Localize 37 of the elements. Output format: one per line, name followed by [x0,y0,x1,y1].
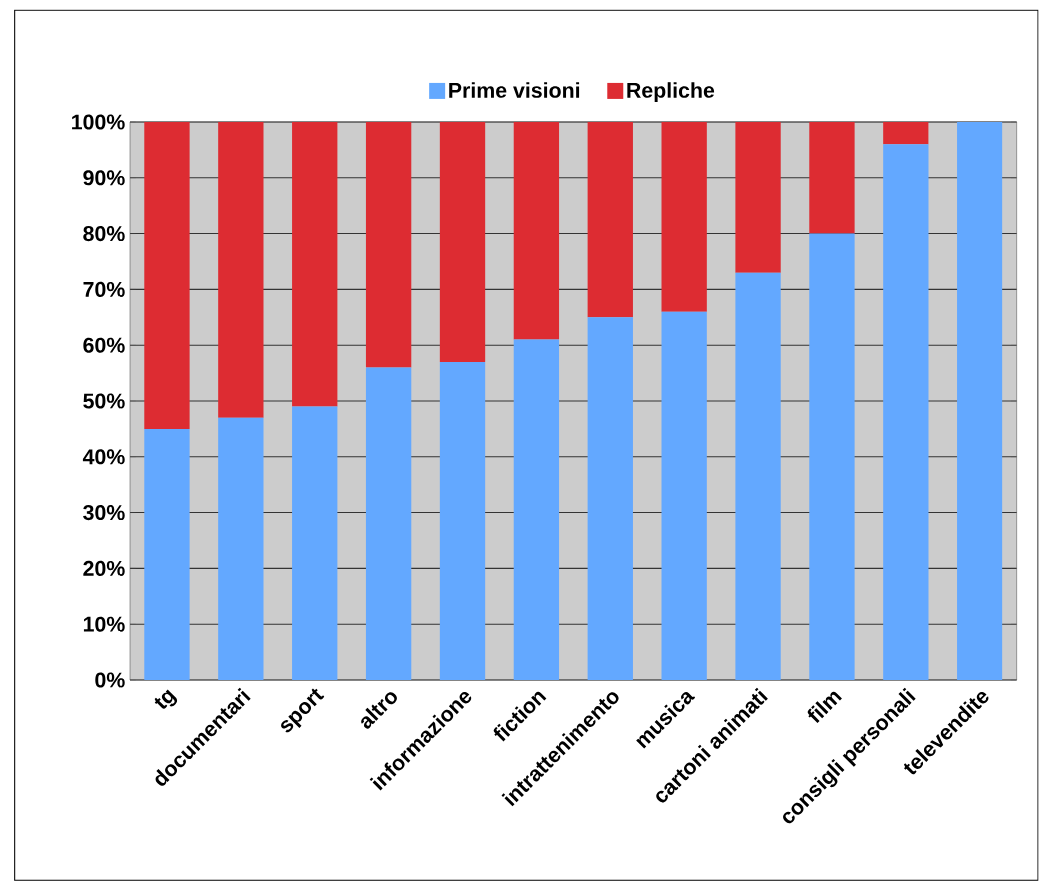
y-tick-label: 30% [83,505,125,521]
x-tick-label: film [807,691,842,723]
bar [587,317,633,680]
y-tick-label: 50% [83,393,125,409]
bar [439,361,486,680]
bar [809,233,855,680]
legend-label: Prime visioni [449,82,580,98]
y-tick-label: 10% [83,616,125,632]
y-tick-label: 20% [83,560,125,576]
y-tick-label: 70% [83,281,125,297]
bar [292,406,338,680]
bar [144,428,190,680]
bar [513,339,560,680]
y-tick-label: 40% [82,449,125,465]
bar [144,121,190,429]
bar [439,121,486,362]
bar [218,121,264,418]
bar [661,311,707,680]
bar [292,121,338,407]
bar [883,121,929,145]
y-tick-label: 80% [83,226,125,242]
y-tick-label: 90% [83,170,125,186]
bar [661,121,707,312]
y-tick-label: 100% [72,114,125,130]
bar [587,121,633,318]
bar [809,121,855,234]
bar [365,367,412,680]
bar [365,121,412,368]
y-tick-label: 0% [95,672,125,688]
bar [957,121,1003,680]
y-tick-label: 60% [83,337,125,353]
legend-label: Repliche [627,82,715,103]
bar [735,121,781,273]
bar [513,121,560,340]
bar [735,272,781,680]
bar [218,417,264,680]
bar [883,144,929,680]
